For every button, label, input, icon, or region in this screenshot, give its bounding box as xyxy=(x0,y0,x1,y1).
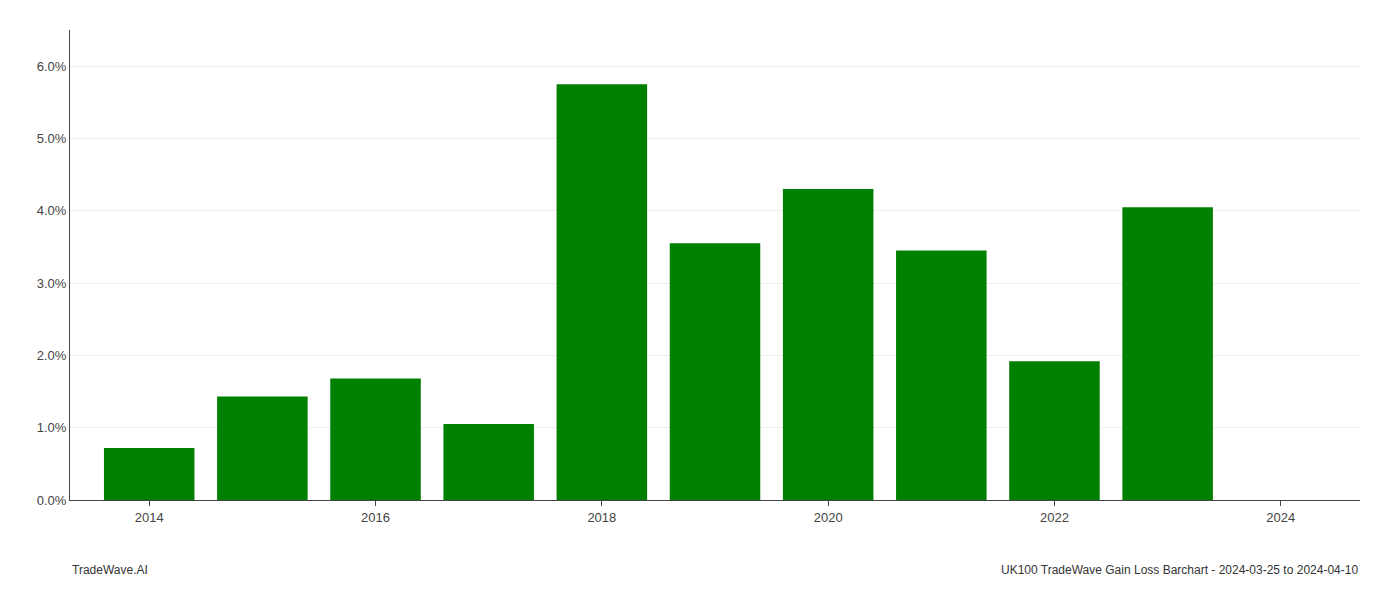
svg-text:0.0%: 0.0% xyxy=(37,493,67,508)
svg-text:2018: 2018 xyxy=(587,510,616,525)
svg-text:3.0%: 3.0% xyxy=(37,276,67,291)
svg-text:1.0%: 1.0% xyxy=(37,420,67,435)
svg-text:6.0%: 6.0% xyxy=(37,59,67,74)
svg-text:2024: 2024 xyxy=(1266,510,1295,525)
svg-text:UK100 TradeWave Gain Loss Barc: UK100 TradeWave Gain Loss Barchart - 202… xyxy=(1001,563,1358,577)
svg-text:2022: 2022 xyxy=(1040,510,1069,525)
svg-text:TradeWave.AI: TradeWave.AI xyxy=(72,563,148,577)
svg-text:2014: 2014 xyxy=(135,510,164,525)
svg-text:2016: 2016 xyxy=(361,510,390,525)
svg-text:4.0%: 4.0% xyxy=(37,203,67,218)
svg-text:5.0%: 5.0% xyxy=(37,131,67,146)
svg-text:2020: 2020 xyxy=(814,510,843,525)
svg-text:2.0%: 2.0% xyxy=(37,348,67,363)
